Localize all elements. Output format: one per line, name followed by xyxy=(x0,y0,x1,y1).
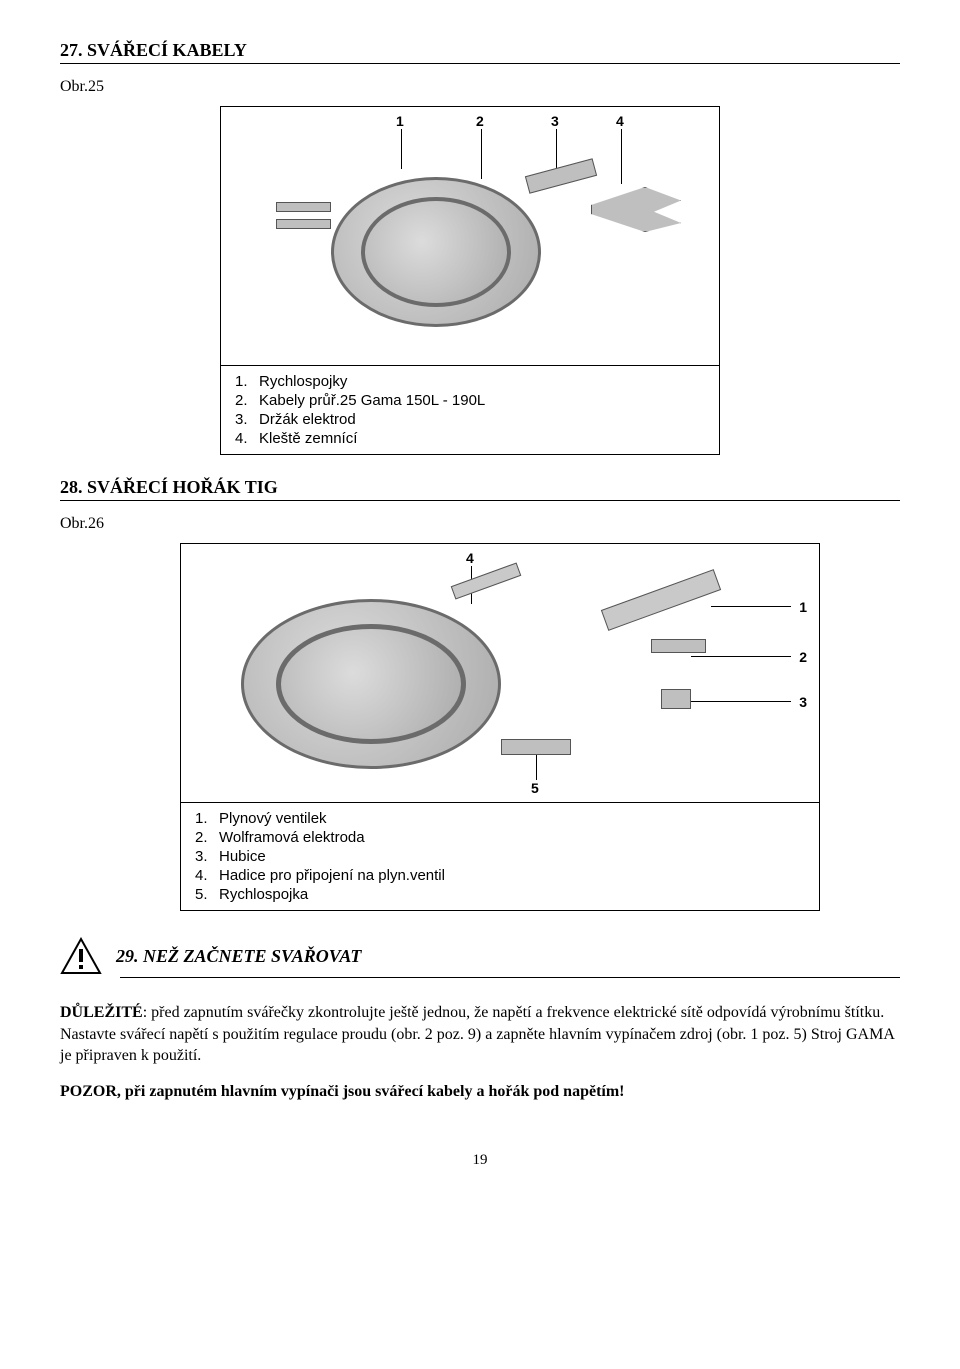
section29-paragraph-2: POZOR, při zapnutém hlavním vypínači jso… xyxy=(60,1081,900,1103)
fig25-leader-1 xyxy=(401,129,402,169)
fig25-legend: 1. Rychlospojky 2. Kabely průř.25 Gama 1… xyxy=(220,366,720,455)
fig26-label: Obr.26 xyxy=(60,515,900,533)
fig26-callout-3: 3 xyxy=(799,694,807,710)
fig26-cable-coil-inner xyxy=(276,624,466,744)
legend-text: Wolframová elektroda xyxy=(219,829,365,846)
fig26-legend-row-2: 2. Wolframová elektroda xyxy=(195,828,805,847)
fig26-leader-1 xyxy=(711,606,791,607)
figure-26: 4 1 2 3 5 xyxy=(180,543,820,803)
legend-text: Plynový ventilek xyxy=(219,810,327,827)
section27-rule xyxy=(60,63,900,64)
fig26-callout-1: 1 xyxy=(799,599,807,615)
fig25-label: Obr.25 xyxy=(60,78,900,96)
fig26-torch-nozzle xyxy=(451,562,522,599)
fig26-legend-row-4: 4. Hadice pro připojení na plyn.ventil xyxy=(195,866,805,885)
fig26-legend: 1. Plynový ventilek 2. Wolframová elektr… xyxy=(180,803,820,911)
page-number: 19 xyxy=(60,1152,900,1169)
fig25-connector xyxy=(276,202,331,212)
legend-num: 2. xyxy=(195,829,213,846)
figure-25: 1 2 3 4 xyxy=(220,106,720,366)
fig26-hubice xyxy=(661,689,691,709)
fig26-callout-4: 4 xyxy=(466,550,474,566)
fig25-cable-coil-inner xyxy=(361,197,511,307)
legend-text: Rychlospojka xyxy=(219,886,308,903)
fig25-callout-1: 1 xyxy=(396,113,404,129)
legend-num: 1. xyxy=(235,373,253,390)
legend-num: 3. xyxy=(235,411,253,428)
section29-title: 29. NEŽ ZAČNETE SVAŘOVAT xyxy=(116,946,361,967)
fig25-leader-4 xyxy=(621,129,622,184)
legend-text: Kabely průř.25 Gama 150L - 190L xyxy=(259,392,485,409)
fig25-electrode-holder xyxy=(525,158,597,194)
fig26-torch-handle xyxy=(601,569,721,631)
fig26-quick-connector xyxy=(501,739,571,755)
p2-rest: , při zapnutém hlavním vypínači jsou svá… xyxy=(117,1083,625,1100)
legend-text: Držák elektrod xyxy=(259,411,356,428)
fig26-leader-2 xyxy=(691,656,791,657)
section28-title: 28. SVÁŘECÍ HOŘÁK TIG xyxy=(60,477,900,498)
section28-rule xyxy=(60,500,900,501)
section29-rule xyxy=(120,977,900,978)
p2-lead: POZOR xyxy=(60,1083,117,1100)
fig25-callout-4: 4 xyxy=(616,113,624,129)
p1-rest: : před zapnutím svářečky zkontrolujte je… xyxy=(60,1004,894,1064)
section29-paragraph-1: DŮLEŽITÉ: před zapnutím svářečky zkontro… xyxy=(60,1002,900,1067)
fig25-ground-clamp xyxy=(591,187,681,232)
fig25-legend-row-4: 4. Kleště zemnící xyxy=(235,429,705,448)
fig25-leader-2 xyxy=(481,129,482,179)
fig26-electrode xyxy=(651,639,706,653)
fig25-connector-2 xyxy=(276,219,331,229)
fig26-legend-row-3: 3. Hubice xyxy=(195,847,805,866)
fig25-legend-row-2: 2. Kabely průř.25 Gama 150L - 190L xyxy=(235,391,705,410)
section29-header: 29. NEŽ ZAČNETE SVAŘOVAT xyxy=(60,937,900,975)
legend-num: 4. xyxy=(235,430,253,447)
legend-num: 4. xyxy=(195,867,213,884)
section27-title: 27. SVÁŘECÍ KABELY xyxy=(60,40,900,61)
fig25-callout-2: 2 xyxy=(476,113,484,129)
fig26-legend-row-1: 1. Plynový ventilek xyxy=(195,809,805,828)
legend-num: 1. xyxy=(195,810,213,827)
legend-text: Hubice xyxy=(219,848,266,865)
legend-text: Rychlospojky xyxy=(259,373,347,390)
fig25-legend-row-1: 1. Rychlospojky xyxy=(235,372,705,391)
legend-num: 3. xyxy=(195,848,213,865)
legend-text: Hadice pro připojení na plyn.ventil xyxy=(219,867,445,884)
legend-text: Kleště zemnící xyxy=(259,430,357,447)
fig26-legend-row-5: 5. Rychlospojka xyxy=(195,885,805,904)
warning-triangle-icon xyxy=(60,937,102,975)
fig26-callout-2: 2 xyxy=(799,649,807,665)
fig25-callout-3: 3 xyxy=(551,113,559,129)
legend-num: 5. xyxy=(195,886,213,903)
p1-lead: DŮLEŽITÉ xyxy=(60,1004,143,1021)
legend-num: 2. xyxy=(235,392,253,409)
fig26-callout-5: 5 xyxy=(531,780,539,796)
fig25-legend-row-3: 3. Držák elektrod xyxy=(235,410,705,429)
